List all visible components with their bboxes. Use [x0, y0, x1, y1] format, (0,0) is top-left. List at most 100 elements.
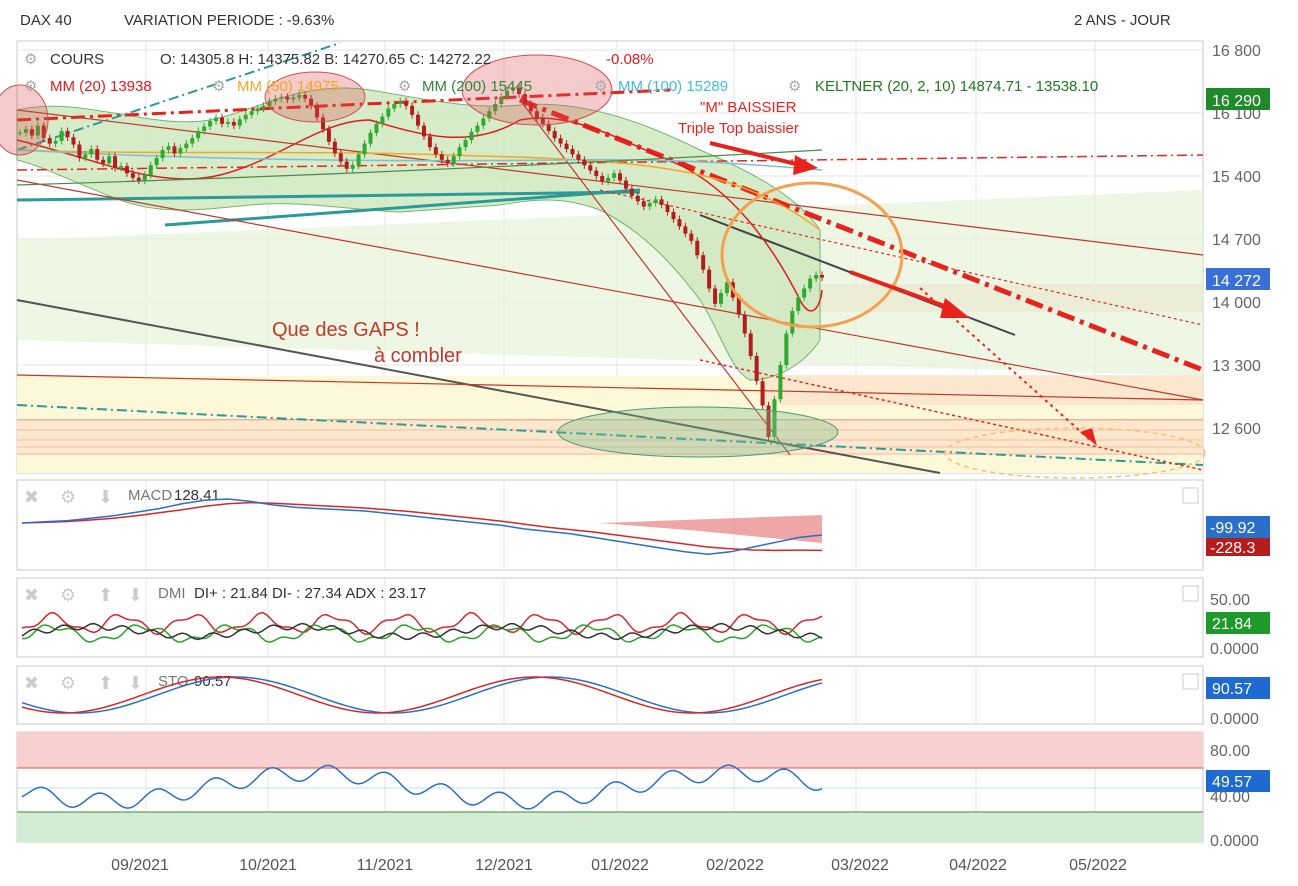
y-tick-label: 16 100	[1212, 106, 1261, 123]
candle-body	[487, 111, 492, 119]
candle-body	[558, 138, 563, 144]
candle-body	[588, 165, 593, 171]
macd-histogram	[600, 515, 822, 543]
period-label[interactable]: 2 ANS - JOUR	[1074, 12, 1171, 29]
panel-frame-3	[16, 665, 1204, 725]
candle-body	[124, 166, 129, 174]
candle-body	[196, 131, 201, 139]
candle-body	[320, 117, 325, 130]
panel-checkbox[interactable]	[1182, 487, 1199, 504]
candle-body	[344, 161, 349, 169]
candle-body	[808, 278, 813, 289]
rsi-overbought-zone	[17, 732, 1203, 768]
candle-body	[332, 141, 337, 154]
panel-checkbox[interactable]	[1182, 673, 1199, 690]
y-tick-label: 14 700	[1212, 232, 1261, 249]
sto-line	[21, 676, 823, 714]
candle-body	[142, 175, 147, 181]
candle-body	[326, 129, 331, 142]
candle-body	[552, 131, 557, 139]
gear-icon[interactable]: ⚙	[24, 78, 37, 95]
candle-body	[350, 165, 355, 169]
close-icon[interactable]: ✖	[24, 673, 39, 693]
gear-icon[interactable]: ⚙	[594, 78, 607, 95]
sto-line	[21, 676, 823, 714]
gear-icon[interactable]: ⚙	[60, 673, 76, 693]
candle-body	[338, 153, 343, 162]
candle-body	[814, 275, 819, 279]
candle-body	[641, 201, 646, 207]
y-tick-label: 0.0000	[1210, 711, 1259, 728]
candle-body	[95, 149, 100, 160]
rsi-badge-bg	[1206, 770, 1270, 792]
gear-icon[interactable]: ⚙	[398, 78, 411, 95]
top-ellipse-1	[264, 71, 366, 123]
candle-body	[659, 199, 664, 205]
candle-body	[368, 132, 373, 144]
focus-ellipse	[720, 181, 904, 329]
close-icon[interactable]: ✖	[24, 585, 39, 605]
candle-body	[582, 159, 587, 166]
channel-fill	[17, 190, 1203, 376]
candle-body	[748, 333, 753, 356]
candle-body	[683, 226, 688, 234]
candle-body	[214, 117, 219, 122]
rsi-badge: 49.57	[1212, 774, 1252, 791]
candle-body	[190, 138, 195, 144]
close-icon[interactable]: ✖	[24, 487, 39, 507]
macd-badge: -99.92	[1210, 520, 1255, 537]
x-tick-label: 01/2022	[591, 857, 649, 874]
candle-body	[83, 154, 88, 158]
channel-low	[16, 374, 1204, 401]
arrow-down-icon[interactable]: ⬇	[128, 673, 143, 693]
candle-body	[736, 297, 741, 315]
legend-mm20: MM (20) 13938	[50, 78, 152, 95]
legend-mm200: MM (200) 15445	[422, 78, 532, 95]
candle-body	[766, 405, 771, 437]
candle-body	[249, 111, 254, 115]
target-ellipse	[944, 427, 1206, 479]
arrow-down-icon[interactable]: ⬇	[98, 487, 113, 507]
candle-body	[528, 104, 533, 112]
candle-body	[386, 108, 391, 117]
symbol-label: DAX 40	[20, 12, 72, 29]
candle-body	[433, 147, 438, 155]
gear-icon[interactable]: ⚙	[788, 78, 801, 95]
candle-body	[499, 96, 504, 104]
candle-body	[457, 147, 462, 157]
candle-body	[101, 159, 106, 164]
panel-checkbox[interactable]	[1182, 585, 1199, 602]
top-ellipse-0	[0, 84, 49, 156]
candle-body	[166, 146, 171, 150]
arrow-2-head	[940, 298, 970, 318]
gear-icon[interactable]: ⚙	[24, 51, 37, 68]
candle-body	[629, 188, 634, 196]
candle-body	[689, 233, 694, 241]
macd-signal-line	[21, 501, 823, 552]
candle-body	[374, 123, 379, 133]
legend-mm100: MM (100) 15289	[618, 78, 728, 95]
arrow-up-icon[interactable]: ⬆	[98, 585, 113, 605]
candle-body	[427, 136, 432, 148]
arrow-down-icon[interactable]: ⬇	[128, 585, 143, 605]
gear-icon[interactable]: ⚙	[212, 78, 225, 95]
candle-body	[760, 381, 765, 406]
candle-body	[380, 116, 385, 124]
candle-body	[463, 140, 468, 148]
candle-body	[522, 94, 527, 104]
arrow-up-icon[interactable]: ⬆	[98, 673, 113, 693]
ma20-line	[16, 117, 823, 312]
candle-body	[398, 101, 403, 104]
sto-badge: 90.57	[1212, 681, 1252, 698]
candle-body	[505, 90, 510, 97]
candle-body	[802, 288, 807, 298]
gear-icon[interactable]: ⚙	[60, 487, 76, 507]
candle-body	[421, 125, 426, 137]
candle-body	[546, 123, 551, 131]
legend-keltner: KELTNER (20, 2, 10) 14874.71 - 13538.10	[815, 78, 1098, 95]
candle-body	[89, 149, 94, 155]
candle-body	[665, 204, 670, 212]
gear-icon[interactable]: ⚙	[60, 585, 76, 605]
candle-body	[219, 117, 224, 124]
